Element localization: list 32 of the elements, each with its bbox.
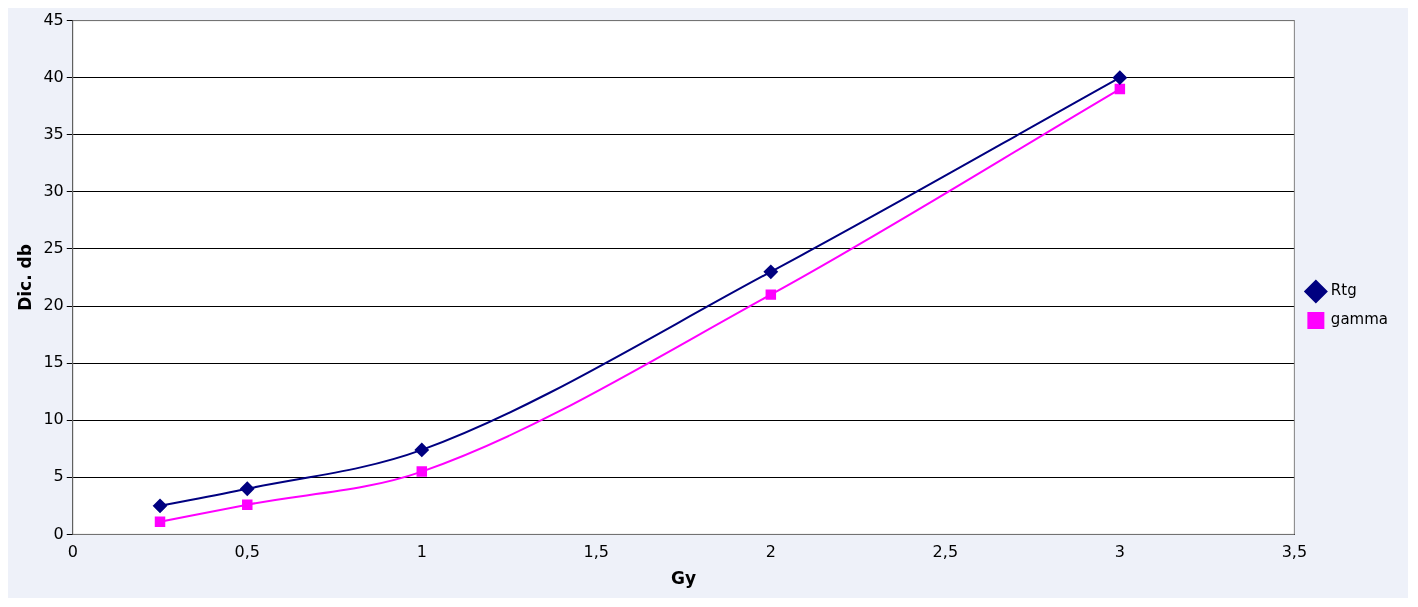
point xyxy=(154,516,166,528)
point xyxy=(240,481,255,496)
x-tick-label: 3 xyxy=(1114,542,1125,562)
x-tick-label: 3,5 xyxy=(1281,542,1308,562)
legend-label: Rtg xyxy=(1330,281,1357,300)
x-tick-label: 1,5 xyxy=(583,542,610,562)
point xyxy=(416,466,428,477)
point xyxy=(1112,70,1127,85)
x-tick-label: 2 xyxy=(765,542,776,562)
y-tick-label: 35 xyxy=(43,123,64,143)
y-tick-label: 10 xyxy=(43,409,64,429)
y-tick-label: 40 xyxy=(43,66,64,86)
y-tick-label: 0 xyxy=(53,523,64,543)
x-tick-label: 0,5 xyxy=(234,542,260,562)
y-tick-label: 45 xyxy=(43,9,64,29)
point xyxy=(765,289,777,300)
y-tick-label: 5 xyxy=(53,466,64,486)
point xyxy=(414,442,429,457)
x-tick-label: 2,5 xyxy=(932,542,959,562)
y-axis-title: Dic. db xyxy=(14,244,35,311)
x-tick-label: 1 xyxy=(416,542,427,562)
y-tick-label: 30 xyxy=(43,181,64,201)
point xyxy=(1114,83,1126,95)
point xyxy=(153,498,168,513)
point xyxy=(763,264,778,279)
y-tick-label: 15 xyxy=(43,352,64,372)
x-tick-label: 0 xyxy=(67,542,78,562)
y-tick-label: 20 xyxy=(43,295,64,315)
x-axis-title: Gy xyxy=(671,568,697,589)
point xyxy=(242,499,253,510)
y-tick-label: 25 xyxy=(43,238,64,258)
legend-label: gamma xyxy=(1330,310,1389,329)
